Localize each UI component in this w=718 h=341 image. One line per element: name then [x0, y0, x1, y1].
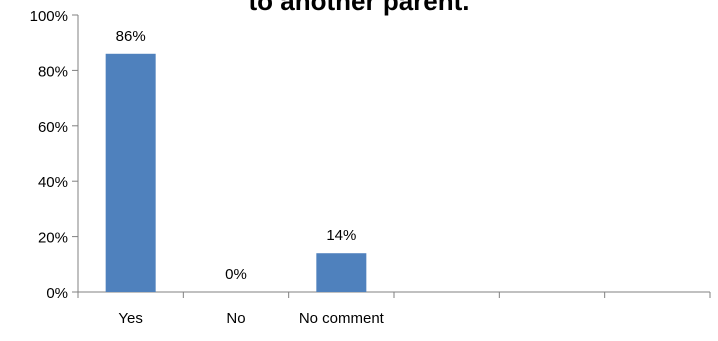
chart-bars: [105, 53, 367, 292]
bar-data-label: 0%: [225, 266, 247, 283]
bar: [316, 253, 367, 292]
bar: [105, 53, 156, 292]
bar-data-label: 86%: [116, 28, 146, 45]
bar-data-label: 14%: [326, 227, 356, 244]
y-tick-label: 40%: [38, 174, 68, 191]
x-category-label: Yes: [118, 310, 142, 327]
x-category-label: No comment: [299, 310, 385, 327]
chart-labels: Yes 86% No 0% No comment 14%: [116, 28, 385, 327]
y-tick-label: 0%: [46, 285, 68, 302]
y-tick-label: 60%: [38, 119, 68, 136]
chart-title: to another parent.: [248, 0, 470, 16]
x-category-label: No: [226, 310, 245, 327]
y-tick-label: 20%: [38, 230, 68, 247]
y-tick-label: 80%: [38, 63, 68, 80]
chart-axes: 0% 20% 40% 60% 80% 100%: [30, 8, 711, 302]
y-tick-label: 100%: [30, 8, 68, 25]
